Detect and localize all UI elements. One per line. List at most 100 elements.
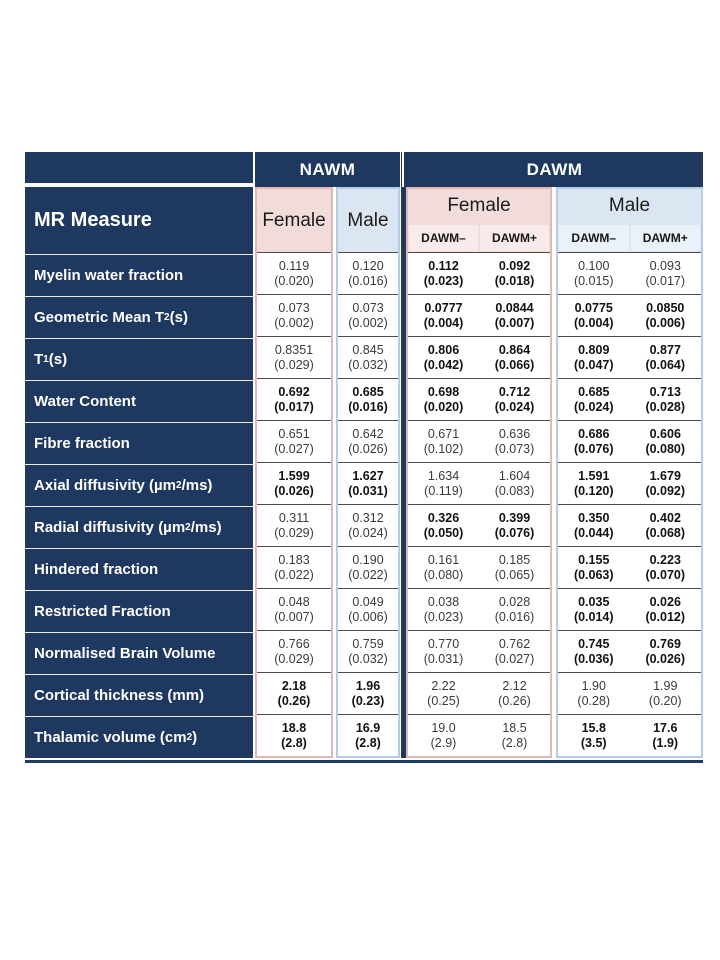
nawm-female-label: Female — [257, 189, 331, 252]
value-cell: 0.038 (0.023) — [408, 588, 479, 630]
value-cell: 0.100 (0.015) — [558, 252, 630, 294]
column-gap — [253, 152, 255, 758]
sd-value: (0.083) — [494, 483, 535, 498]
sd-value: (2.9) — [430, 735, 457, 750]
sd-value: (0.026) — [274, 483, 314, 498]
mean-value: 0.073 — [352, 300, 384, 315]
value-cell: 0.606 (0.080) — [629, 420, 701, 462]
column-gap — [400, 152, 401, 758]
measure-label-part: Geometric Mean T — [34, 309, 165, 326]
measure-column-title: MR Measure — [25, 187, 253, 254]
sd-value: (0.023) — [423, 273, 464, 288]
mean-value: 0.185 — [498, 552, 531, 567]
mean-value: 0.093 — [649, 258, 681, 273]
mean-value: 1.627 — [352, 468, 384, 483]
measure-label-part: Fibre fraction — [34, 435, 130, 452]
mean-value: 0.183 — [278, 552, 310, 567]
value-cell: 0.312 (0.024) — [338, 504, 398, 546]
value-cell: 0.685 (0.024) — [558, 378, 630, 420]
column-gap — [333, 187, 336, 758]
dawm-male-subheader: DAWM– DAWM+ — [558, 223, 701, 252]
mean-value: 0.100 — [578, 258, 610, 273]
dawm-pos-header: DAWM+ — [480, 225, 549, 251]
sd-value: (0.26) — [498, 693, 531, 708]
mean-value: 0.048 — [278, 594, 310, 609]
mean-value: 1.634 — [427, 468, 460, 483]
mean-value: 0.073 — [278, 300, 310, 315]
value-cell: 2.22 (0.25) — [408, 672, 479, 714]
sd-value: (0.20) — [648, 693, 682, 708]
value-cell: 0.0775 (0.004) — [558, 294, 630, 336]
sd-value: (0.073) — [494, 441, 535, 456]
header-divider — [25, 183, 253, 187]
sd-value: (0.016) — [348, 273, 388, 288]
value-cell: 0.671 (0.102) — [408, 420, 479, 462]
value-cell: 0.8351 (0.029) — [257, 336, 331, 378]
mean-value: 0.713 — [649, 384, 681, 399]
sd-value: (0.020) — [274, 273, 314, 288]
value-cell: 0.845 (0.032) — [338, 336, 398, 378]
measure-label: Hindered fraction — [25, 548, 253, 590]
value-cell: 1.90 (0.28) — [558, 672, 630, 714]
sd-value: (3.5) — [580, 735, 607, 750]
value-cell: 0.190 (0.022) — [338, 546, 398, 588]
nawm-female-column: Female 0.119 (0.020) 0.073 (0.002) 0.8351 (0.… — [255, 187, 333, 758]
mean-value: 18.5 — [502, 720, 527, 735]
nawm-group-header: NAWM — [255, 152, 400, 187]
sd-value: (0.015) — [573, 273, 614, 288]
sd-value: (0.018) — [494, 273, 535, 288]
value-cell: 2.18 (0.26) — [257, 672, 331, 714]
mean-value: 0.636 — [498, 426, 531, 441]
value-cell: 0.0844 (0.007) — [479, 294, 550, 336]
mean-value: 0.698 — [427, 384, 460, 399]
mean-value: 0.606 — [649, 426, 681, 441]
value-cell: 0.155 (0.063) — [558, 546, 630, 588]
mean-value: 1.96 — [355, 678, 381, 693]
measure-label: Thalamic volume (cm 2) — [25, 716, 253, 758]
value-cell: 1.591 (0.120) — [558, 462, 630, 504]
value-cell: 0.809 (0.047) — [558, 336, 630, 378]
nawm-group-body: Female 0.119 (0.020) 0.073 (0.002) 0.8351 (0.… — [255, 187, 400, 758]
measure-label: Myelin water fraction — [25, 254, 253, 296]
value-cell: 0.766 (0.029) — [257, 630, 331, 672]
mean-value: 0.651 — [278, 426, 310, 441]
sd-value: (0.017) — [645, 273, 686, 288]
sd-value: (0.080) — [645, 441, 686, 456]
sd-value: (0.25) — [427, 693, 460, 708]
value-cell: 0.762 (0.027) — [479, 630, 550, 672]
nawm-male-label: Male — [338, 189, 398, 252]
dawm-group: DAWM Female DAWM– DAWM+ 0.112 (0.023) 0.09… — [406, 152, 703, 758]
value-cell: 2.12 (0.26) — [479, 672, 550, 714]
sd-value: (1.9) — [652, 735, 679, 750]
value-cell: 0.713 (0.028) — [629, 378, 701, 420]
sd-value: (0.032) — [348, 651, 388, 666]
sd-value: (0.064) — [645, 357, 686, 372]
value-cell: 18.5 (2.8) — [479, 714, 550, 756]
mean-value: 0.809 — [578, 342, 610, 357]
value-cell: 0.350 (0.044) — [558, 504, 630, 546]
sd-value: (0.007) — [274, 609, 314, 624]
mean-value: 17.6 — [653, 720, 678, 735]
table-body: MR Measure Myelin water fraction Geometri… — [25, 152, 703, 758]
mean-value: 0.686 — [578, 426, 610, 441]
sd-value: (0.016) — [348, 399, 388, 414]
value-cell: 0.049 (0.006) — [338, 588, 398, 630]
mean-value: 0.049 — [352, 594, 384, 609]
sd-value: (0.002) — [274, 315, 314, 330]
value-cell: 0.651 (0.027) — [257, 420, 331, 462]
sd-value: (0.004) — [423, 315, 464, 330]
measure-label-part: 2 — [164, 312, 170, 323]
value-cell: 0.120 (0.016) — [338, 252, 398, 294]
sd-value: (0.26) — [277, 693, 311, 708]
mean-value: 0.712 — [498, 384, 531, 399]
value-cell: 0.035 (0.014) — [558, 588, 630, 630]
dawm-female-subheader: DAWM– DAWM+ — [408, 223, 550, 252]
value-cell: 0.161 (0.080) — [408, 546, 479, 588]
value-cell: 0.048 (0.007) — [257, 588, 331, 630]
mean-value: 0.685 — [578, 384, 610, 399]
dawm-female-cells: 0.112 (0.023) 0.092 (0.018) 0.0777 (0.004) 0.0… — [408, 252, 550, 756]
mean-value: 0.035 — [578, 594, 610, 609]
value-cell: 0.759 (0.032) — [338, 630, 398, 672]
value-cell: 0.311 (0.029) — [257, 504, 331, 546]
